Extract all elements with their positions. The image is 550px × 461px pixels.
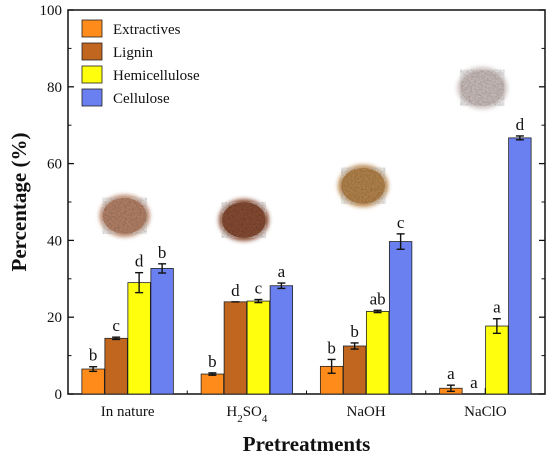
significance-label: d [231,281,240,300]
x-tick-label: NaClO [464,404,507,420]
significance-label: ab [370,289,386,308]
bar-extractives [200,373,225,395]
legend-label: Extractives [113,22,181,38]
bar-cellulose [388,241,413,395]
significance-label: d [135,252,144,271]
bar-hemicellulose [127,282,151,395]
significance-label: b [350,322,359,341]
bar-lignin [223,301,248,395]
legend-swatch [81,88,103,107]
y-tick-label: 80 [47,80,62,96]
significance-label: a [278,262,286,281]
significance-label: b [158,243,167,262]
bar-cellulose [269,285,294,395]
bar-cellulose [150,268,174,395]
x-tick-label: NaOH [347,404,386,420]
significance-label: b [208,352,217,371]
bar-hemicellulose [246,300,271,395]
legend-swatch [81,19,103,38]
y-axis-title: Percentage (%) [7,133,31,272]
bar-hemicellulose [485,325,509,395]
bar-lignin [342,345,367,395]
significance-label: c [112,316,120,335]
bar-extractives [81,368,105,395]
sample-photo [99,194,150,237]
bar-hemicellulose [365,311,390,395]
y-tick-label: 20 [47,310,62,326]
significance-label: a [447,364,455,383]
significance-label: c [255,279,263,298]
sample-photo-texture [341,167,386,204]
legend-label: Cellulose [113,91,170,107]
y-tick-label: 60 [47,157,62,173]
x-axis-title: Pretreatments [243,432,371,456]
significance-label: d [516,115,525,134]
significance-label: a [493,298,501,317]
legend-label: Lignin [113,45,153,61]
sample-photo [457,66,508,109]
sample-photo [338,164,389,207]
y-tick-label: 40 [47,233,62,249]
significance-label: c [397,213,405,232]
legend-swatch [81,42,103,61]
significance-label: b [327,338,336,357]
x-tick-label: H2SO4 [226,404,268,425]
legend-label: Hemicellulose [113,68,200,84]
legend-swatch [81,65,103,84]
bar-cellulose [508,137,532,395]
x-tick-label: In nature [101,404,155,420]
significance-label: b [89,346,98,365]
y-tick-label: 0 [55,387,63,403]
significance-label: a [470,373,478,392]
y-tick-label: 100 [40,3,63,19]
sample-photo-texture [460,69,505,106]
sample-photo-texture [221,202,266,238]
sample-photo [218,199,269,241]
plot-area: 0 20 40 60 80 100 Percentage (%) Pretreatments I… [7,3,546,456]
bar-lignin [104,337,128,395]
sample-photo-texture [102,197,147,234]
